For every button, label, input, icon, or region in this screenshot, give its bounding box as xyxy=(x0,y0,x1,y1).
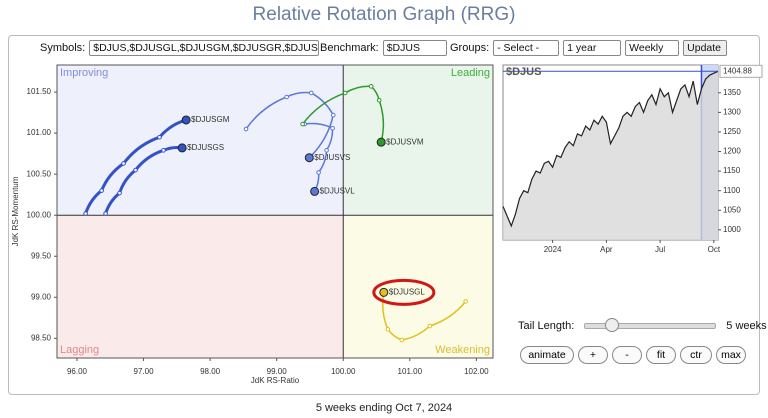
tool-button[interactable]: - xyxy=(612,346,642,364)
tail-slider[interactable] xyxy=(584,318,717,332)
groups-select[interactable]: - Select - xyxy=(493,40,560,56)
benchmark-control: Benchmark: $DJUS xyxy=(320,40,447,56)
slider-handle[interactable] xyxy=(605,318,620,332)
tool-button[interactable]: fit xyxy=(646,346,676,364)
tail-control: Tail Length: 5 weeks xyxy=(518,318,767,334)
title: Relative Rotation Graph (RRG) xyxy=(252,4,516,25)
period-select[interactable]: 1 year xyxy=(563,40,622,56)
label: Groups: xyxy=(450,42,490,54)
symbols-control: Symbols: $DJUS,$DJUSGL,$DJUSGM,$DJUSGR,$D… xyxy=(40,40,320,56)
tool-button[interactable]: max xyxy=(716,346,746,364)
footer: 5 weeks ending Oct 7, 2024 xyxy=(315,402,453,414)
benchmark-input[interactable]: $DJUS xyxy=(382,40,447,56)
tool-button[interactable]: + xyxy=(578,346,608,364)
frequency-select[interactable]: Weekly xyxy=(625,40,680,56)
tool-button[interactable]: animate xyxy=(520,346,574,364)
update-button[interactable]: Update xyxy=(683,40,728,56)
label: Tail Length: xyxy=(518,320,575,332)
panel xyxy=(8,35,760,395)
label: Symbols: xyxy=(40,42,86,54)
label: Benchmark: xyxy=(320,42,379,54)
symbols-input[interactable]: $DJUS,$DJUSGL,$DJUSGM,$DJUSGR,$DJUSGS xyxy=(89,40,320,56)
groups-control: Groups: - Select - 1 year Weekly Update xyxy=(450,40,728,56)
tail-value: 5 weeks xyxy=(726,320,767,332)
tool-button[interactable]: ctr xyxy=(680,346,712,364)
